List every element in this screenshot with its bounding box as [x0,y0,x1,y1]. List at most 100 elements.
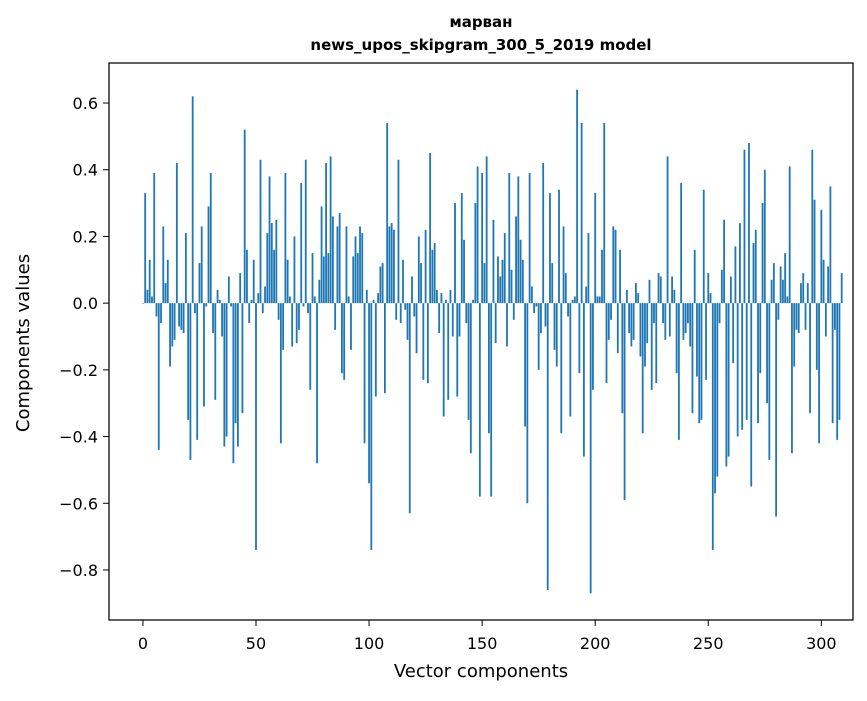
bar [250,299,253,304]
bar [336,226,339,304]
bar [234,303,237,424]
x-axis-label: Vector components [394,661,568,682]
bar [650,303,653,390]
bar [155,303,158,317]
bar [601,249,603,304]
bar [352,256,355,304]
bar [727,303,730,457]
bar [720,269,723,304]
bar [508,173,511,304]
bar [793,303,796,367]
bar [510,269,513,304]
bar [657,273,660,304]
bar [345,226,348,304]
bar [664,303,667,340]
bar [702,189,705,304]
bar [377,293,380,304]
bar [420,263,422,304]
bar [286,259,289,304]
bar [535,303,538,307]
bar [829,186,832,304]
bar [212,303,214,334]
bar [205,303,208,307]
bar [390,223,393,304]
x-tick-label: 150 [467,634,498,653]
bar [813,199,816,304]
bar [469,303,472,454]
bar [603,123,606,304]
bar [585,286,588,304]
bar [456,303,459,397]
bar [268,176,271,304]
bar [302,303,305,307]
bar [616,303,619,354]
bar [800,283,802,304]
bar [644,303,646,367]
bar [533,303,536,314]
bar [512,303,515,320]
bar [264,286,266,304]
bar [560,303,563,434]
bar [567,303,569,317]
bar [198,263,201,304]
bar [354,236,357,304]
bar [492,219,495,304]
bar [544,303,547,327]
bar [614,229,617,304]
bar [465,303,468,324]
bar [741,303,744,430]
bar [623,303,626,500]
x-tick-label: 100 [354,634,385,653]
bar [743,149,746,304]
bar [795,303,798,330]
bar [275,219,278,304]
y-ticks-group: −0.8 −0.6 −0.4 −0.2 0.0 0.2 0.4 0.6 [59,94,109,580]
bar [682,303,685,340]
x-ticks-group: 0 50 100 150 200 250 300 [138,620,837,653]
bar [707,273,710,304]
chart-title: марван [449,13,512,31]
bar [628,303,631,334]
bar [194,303,196,314]
bar [291,303,294,347]
bar [424,229,427,304]
bar [612,226,615,304]
bar [811,149,814,304]
bar [564,273,567,304]
bar [478,303,481,497]
bar [298,303,300,330]
bar [725,303,728,467]
bar [540,303,542,334]
bar [573,296,576,304]
bar [716,303,719,477]
bar [356,253,359,304]
bar [766,303,768,404]
bar [818,303,820,444]
bar [365,289,368,304]
bar [503,233,506,304]
bar [142,303,144,304]
bar [551,263,554,304]
bar [162,226,165,304]
bar [553,303,556,350]
chart-subtitle: news_upos_skipgram_300_5_2019 model [310,36,651,54]
bar [625,289,628,304]
bar [490,303,493,497]
bar [481,173,484,304]
bar [160,303,162,324]
bar [293,236,296,304]
bar [797,303,800,334]
bar [334,303,337,330]
bar [331,216,334,304]
bar [300,183,303,304]
bar [806,283,809,304]
bar [549,193,551,304]
bar [632,303,635,340]
bar [374,303,377,397]
bar [840,273,843,304]
bar [438,303,441,334]
bar [379,266,382,304]
y-axis-label: Components values [13,254,34,432]
bar [671,276,673,304]
bar [822,259,825,304]
